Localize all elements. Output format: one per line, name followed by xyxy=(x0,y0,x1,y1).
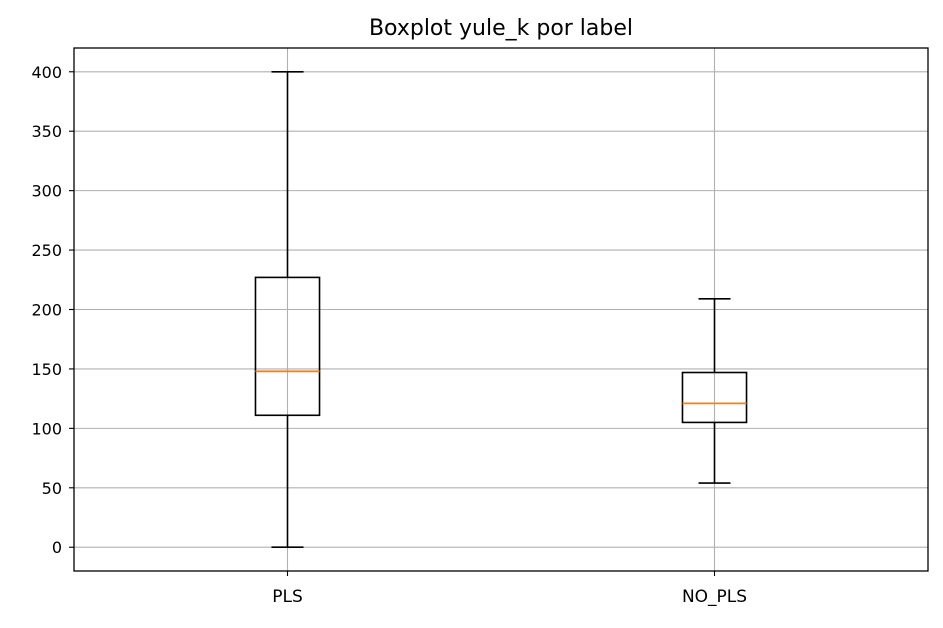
y-tick-label: 400 xyxy=(31,63,62,82)
y-tick-label: 350 xyxy=(31,122,62,141)
y-tick-label: 250 xyxy=(31,241,62,260)
y-tick-label: 0 xyxy=(52,538,62,557)
axis-ticks: 0 50 100 150 200 250 300 350 400 PLS NO_PLS xyxy=(31,63,747,607)
x-tick-label: PLS xyxy=(272,587,303,607)
x-tick-label: NO_PLS xyxy=(682,587,747,607)
y-tick-label: 300 xyxy=(31,182,62,201)
box-iqr xyxy=(254,276,321,417)
box-iqr xyxy=(681,371,748,424)
grid-lines xyxy=(74,48,928,571)
y-tick-label: 150 xyxy=(31,360,62,379)
y-tick-label: 50 xyxy=(42,479,62,498)
box-elements xyxy=(254,70,748,549)
y-tick-label: 100 xyxy=(31,419,62,438)
y-tick-label: 200 xyxy=(31,301,62,320)
chart-title: Boxplot yule_k por label xyxy=(369,16,633,41)
